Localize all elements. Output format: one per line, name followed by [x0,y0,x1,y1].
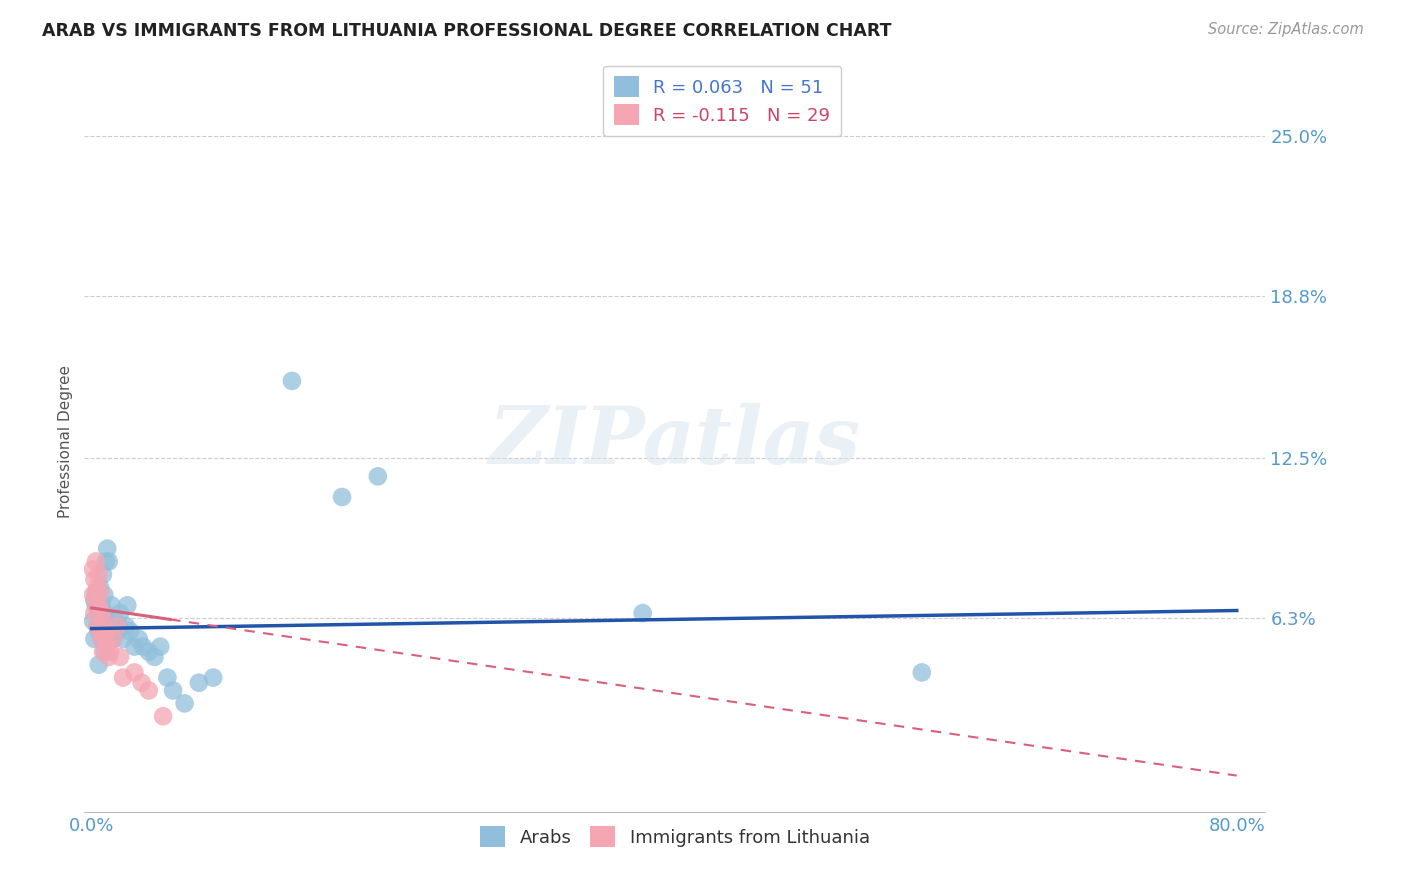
Point [91,645,114,659]
Point [111,671,134,685]
Point [89,624,111,639]
Point [93,588,115,602]
Point [82,614,104,628]
Point [90,632,112,646]
Point [89,585,111,599]
Point [187,675,209,690]
Point [138,645,160,659]
Point [132,640,155,654]
Text: Source: ZipAtlas.com: Source: ZipAtlas.com [1208,22,1364,37]
Point [156,671,179,685]
Point [93,624,115,639]
Point [98,619,121,633]
Point [108,606,131,620]
Point [124,640,146,654]
Point [120,624,142,639]
Point [107,619,129,633]
Point [94,554,117,568]
Text: ZIPatlas: ZIPatlas [489,403,860,480]
Point [100,599,122,613]
Point [84,554,107,568]
Point [83,632,105,646]
Point [93,645,115,659]
Point [117,599,139,613]
Point [149,640,172,654]
Point [87,599,110,613]
Point [82,588,104,602]
Point [87,606,110,620]
Legend: Arabs, Immigrants from Lithuania: Arabs, Immigrants from Lithuania [472,819,877,855]
Point [87,624,110,639]
Point [91,567,114,582]
Point [90,606,112,620]
Point [631,606,654,620]
Point [103,611,125,625]
Point [138,683,160,698]
Point [131,675,153,690]
Point [281,374,304,388]
Point [152,709,174,723]
Point [84,585,107,599]
Point [115,619,138,633]
Point [143,649,166,664]
Point [97,554,120,568]
Point [87,567,110,582]
Point [90,599,112,613]
Y-axis label: Professional Degree: Professional Degree [58,365,73,518]
Point [911,665,934,680]
Point [367,469,389,483]
Point [330,490,353,504]
Point [94,619,117,633]
Point [87,657,110,672]
Point [84,599,107,613]
Point [89,611,111,625]
Point [111,632,134,646]
Point [105,624,128,639]
Point [96,541,118,556]
Point [86,588,108,602]
Point [101,632,124,646]
Point [162,683,184,698]
Point [86,619,108,633]
Point [89,580,111,594]
Point [91,632,114,646]
Point [124,665,146,680]
Point [86,580,108,594]
Point [83,606,105,620]
Point [97,649,120,664]
Point [84,593,107,607]
Text: ARAB VS IMMIGRANTS FROM LITHUANIA PROFESSIONAL DEGREE CORRELATION CHART: ARAB VS IMMIGRANTS FROM LITHUANIA PROFES… [42,22,891,40]
Point [98,645,121,659]
Point [128,632,150,646]
Point [86,619,108,633]
Point [173,697,195,711]
Point [83,573,105,587]
Point [96,640,118,654]
Point [93,606,115,620]
Point [90,619,112,633]
Point [108,649,131,664]
Point [83,593,105,607]
Point [202,671,225,685]
Point [90,632,112,646]
Point [94,632,117,646]
Point [105,619,128,633]
Point [101,632,124,646]
Point [91,614,114,628]
Point [82,562,104,576]
